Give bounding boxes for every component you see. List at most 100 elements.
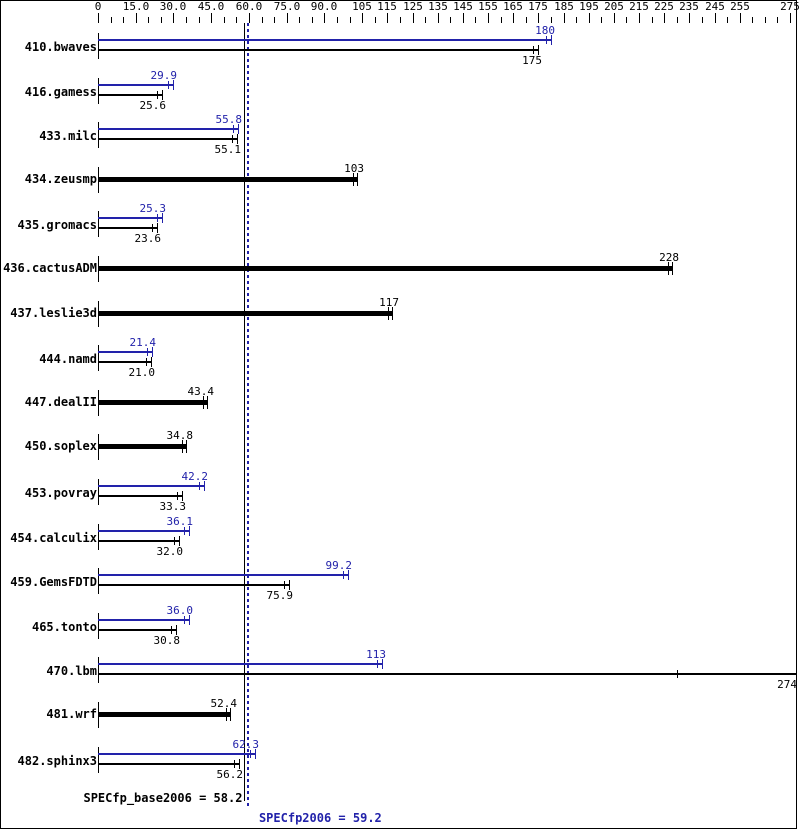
base-value-label: 25.6 bbox=[139, 98, 167, 112]
base-value-label: 274 bbox=[777, 678, 797, 692]
axis-tick-major bbox=[438, 13, 439, 23]
axis-tick-minor bbox=[400, 17, 401, 23]
bar-end-cap bbox=[237, 134, 238, 145]
bar-value-tick bbox=[677, 670, 678, 679]
axis-tick-minor bbox=[186, 17, 187, 23]
axis-tick-minor bbox=[777, 17, 778, 23]
axis-tick-label: 185 bbox=[554, 0, 574, 13]
axis-tick-minor bbox=[312, 17, 313, 23]
bar-single bbox=[98, 444, 186, 450]
bar-base bbox=[98, 138, 237, 141]
axis-tick-label: 165 bbox=[503, 0, 523, 13]
x-axis: 0 15.0 30.0 45.0 60.0 75.0 90.0 105 115 125 135 145… bbox=[1, 0, 799, 25]
bar-value-tick bbox=[146, 358, 147, 367]
axis-tick-major bbox=[740, 13, 741, 23]
peak-value-label: 99.2 bbox=[325, 559, 353, 573]
bar-value-tick bbox=[546, 36, 547, 44]
bar-end-cap bbox=[538, 45, 539, 55]
peak-value-label: 62.3 bbox=[232, 737, 260, 751]
bar-value-tick bbox=[250, 749, 251, 758]
axis-tick-major bbox=[211, 13, 212, 23]
axis-tick-label: 205 bbox=[604, 0, 624, 13]
peak-value-label: 42.2 bbox=[181, 470, 209, 483]
axis-tick-major bbox=[715, 13, 716, 23]
base-value-label: 43.4 bbox=[187, 384, 215, 398]
bar-value-tick bbox=[152, 224, 153, 233]
axis-tick-minor bbox=[576, 17, 577, 23]
bar-value-tick bbox=[353, 172, 354, 186]
axis-tick-major bbox=[173, 13, 174, 23]
row-origin-tick bbox=[98, 211, 99, 238]
bar-end-cap bbox=[392, 306, 393, 320]
axis-tick-label: 115 bbox=[377, 0, 397, 13]
axis-tick-minor bbox=[299, 17, 300, 23]
bar-end-cap bbox=[189, 525, 190, 536]
benchmark-name-label: 481.wrf bbox=[46, 707, 97, 721]
axis-tick-label: 145 bbox=[453, 0, 473, 13]
bar-value-tick bbox=[668, 262, 669, 275]
base-value-label: 56.2 bbox=[216, 767, 244, 781]
benchmark-name-label: 434.zeusmp bbox=[24, 171, 97, 186]
bar-end-cap bbox=[162, 89, 163, 100]
peak-value-label: 113 bbox=[366, 648, 386, 662]
bar-value-tick bbox=[232, 135, 233, 144]
bar-peak bbox=[98, 83, 173, 86]
axis-tick-major bbox=[324, 13, 325, 23]
bar-base bbox=[98, 584, 289, 587]
row-origin-tick bbox=[98, 746, 99, 773]
axis-tick-label: 235 bbox=[679, 0, 699, 13]
axis-tick-label: 275 bbox=[780, 0, 799, 13]
benchmark-row: 433.milc 55.8 55.1 bbox=[1, 114, 798, 160]
bar-end-cap bbox=[357, 172, 358, 186]
base-median-reference-line bbox=[244, 23, 245, 801]
axis-tick-label: 75.0 bbox=[273, 0, 301, 13]
bar-end-cap bbox=[289, 580, 290, 591]
bar-value-tick bbox=[343, 571, 344, 580]
axis-tick-major bbox=[664, 13, 665, 23]
benchmark-name-label: 416.gamess bbox=[24, 84, 97, 99]
bar-peak bbox=[98, 574, 348, 577]
axis-tick-minor bbox=[199, 17, 200, 23]
benchmark-name-label: 453.povray bbox=[24, 486, 97, 500]
bar-single bbox=[98, 712, 230, 717]
peak-value-label: 180 bbox=[535, 24, 555, 37]
axis-tick-minor bbox=[425, 17, 426, 23]
bar-end-cap bbox=[382, 659, 383, 670]
base-value-label: 52.4 bbox=[210, 697, 238, 710]
axis-tick-major bbox=[98, 13, 99, 23]
bar-end-cap bbox=[186, 440, 187, 454]
axis-tick-label: 135 bbox=[428, 0, 448, 13]
axis-tick-minor bbox=[727, 17, 728, 23]
bar-end-cap bbox=[230, 708, 231, 721]
bar-peak bbox=[98, 217, 162, 220]
bar-end-cap bbox=[189, 614, 190, 625]
peak-value-label: 36.1 bbox=[166, 514, 194, 528]
benchmark-row: 481.wrf 52.4 bbox=[1, 695, 798, 740]
axis-tick-label: 15.0 bbox=[122, 0, 150, 13]
bar-end-cap bbox=[239, 758, 240, 769]
summary-peak-label: SPECfp2006 = 59.2 bbox=[258, 811, 382, 825]
row-origin-tick bbox=[98, 612, 99, 639]
bar-value-tick bbox=[184, 615, 185, 624]
benchmark-row: 416.gamess 29.9 25.6 bbox=[1, 69, 798, 116]
bar-value-tick bbox=[388, 306, 389, 320]
axis-tick-major bbox=[287, 13, 288, 23]
base-value-label: 175 bbox=[522, 54, 542, 67]
axis-tick-major bbox=[463, 13, 464, 23]
benchmark-row: 482.sphinx3 62.3 56.2 bbox=[1, 737, 798, 785]
axis-tick-minor bbox=[236, 17, 237, 23]
bar-peak bbox=[98, 485, 204, 487]
bar-end-cap bbox=[255, 748, 256, 759]
benchmark-row: 470.lbm 113 274 bbox=[1, 648, 798, 695]
benchmark-name-label: 450.soplex bbox=[24, 439, 97, 454]
axis-tick-major bbox=[564, 13, 565, 23]
axis-tick-minor bbox=[601, 17, 602, 23]
benchmark-name-label: 470.lbm bbox=[46, 664, 97, 679]
axis-tick-label: 30.0 bbox=[159, 0, 187, 13]
bar-end-cap bbox=[551, 35, 552, 45]
axis-tick-major bbox=[413, 13, 414, 23]
bar-peak bbox=[98, 39, 551, 41]
axis-tick-label: 175 bbox=[528, 0, 548, 13]
axis-tick-minor bbox=[752, 17, 753, 23]
bar-base bbox=[98, 628, 176, 631]
